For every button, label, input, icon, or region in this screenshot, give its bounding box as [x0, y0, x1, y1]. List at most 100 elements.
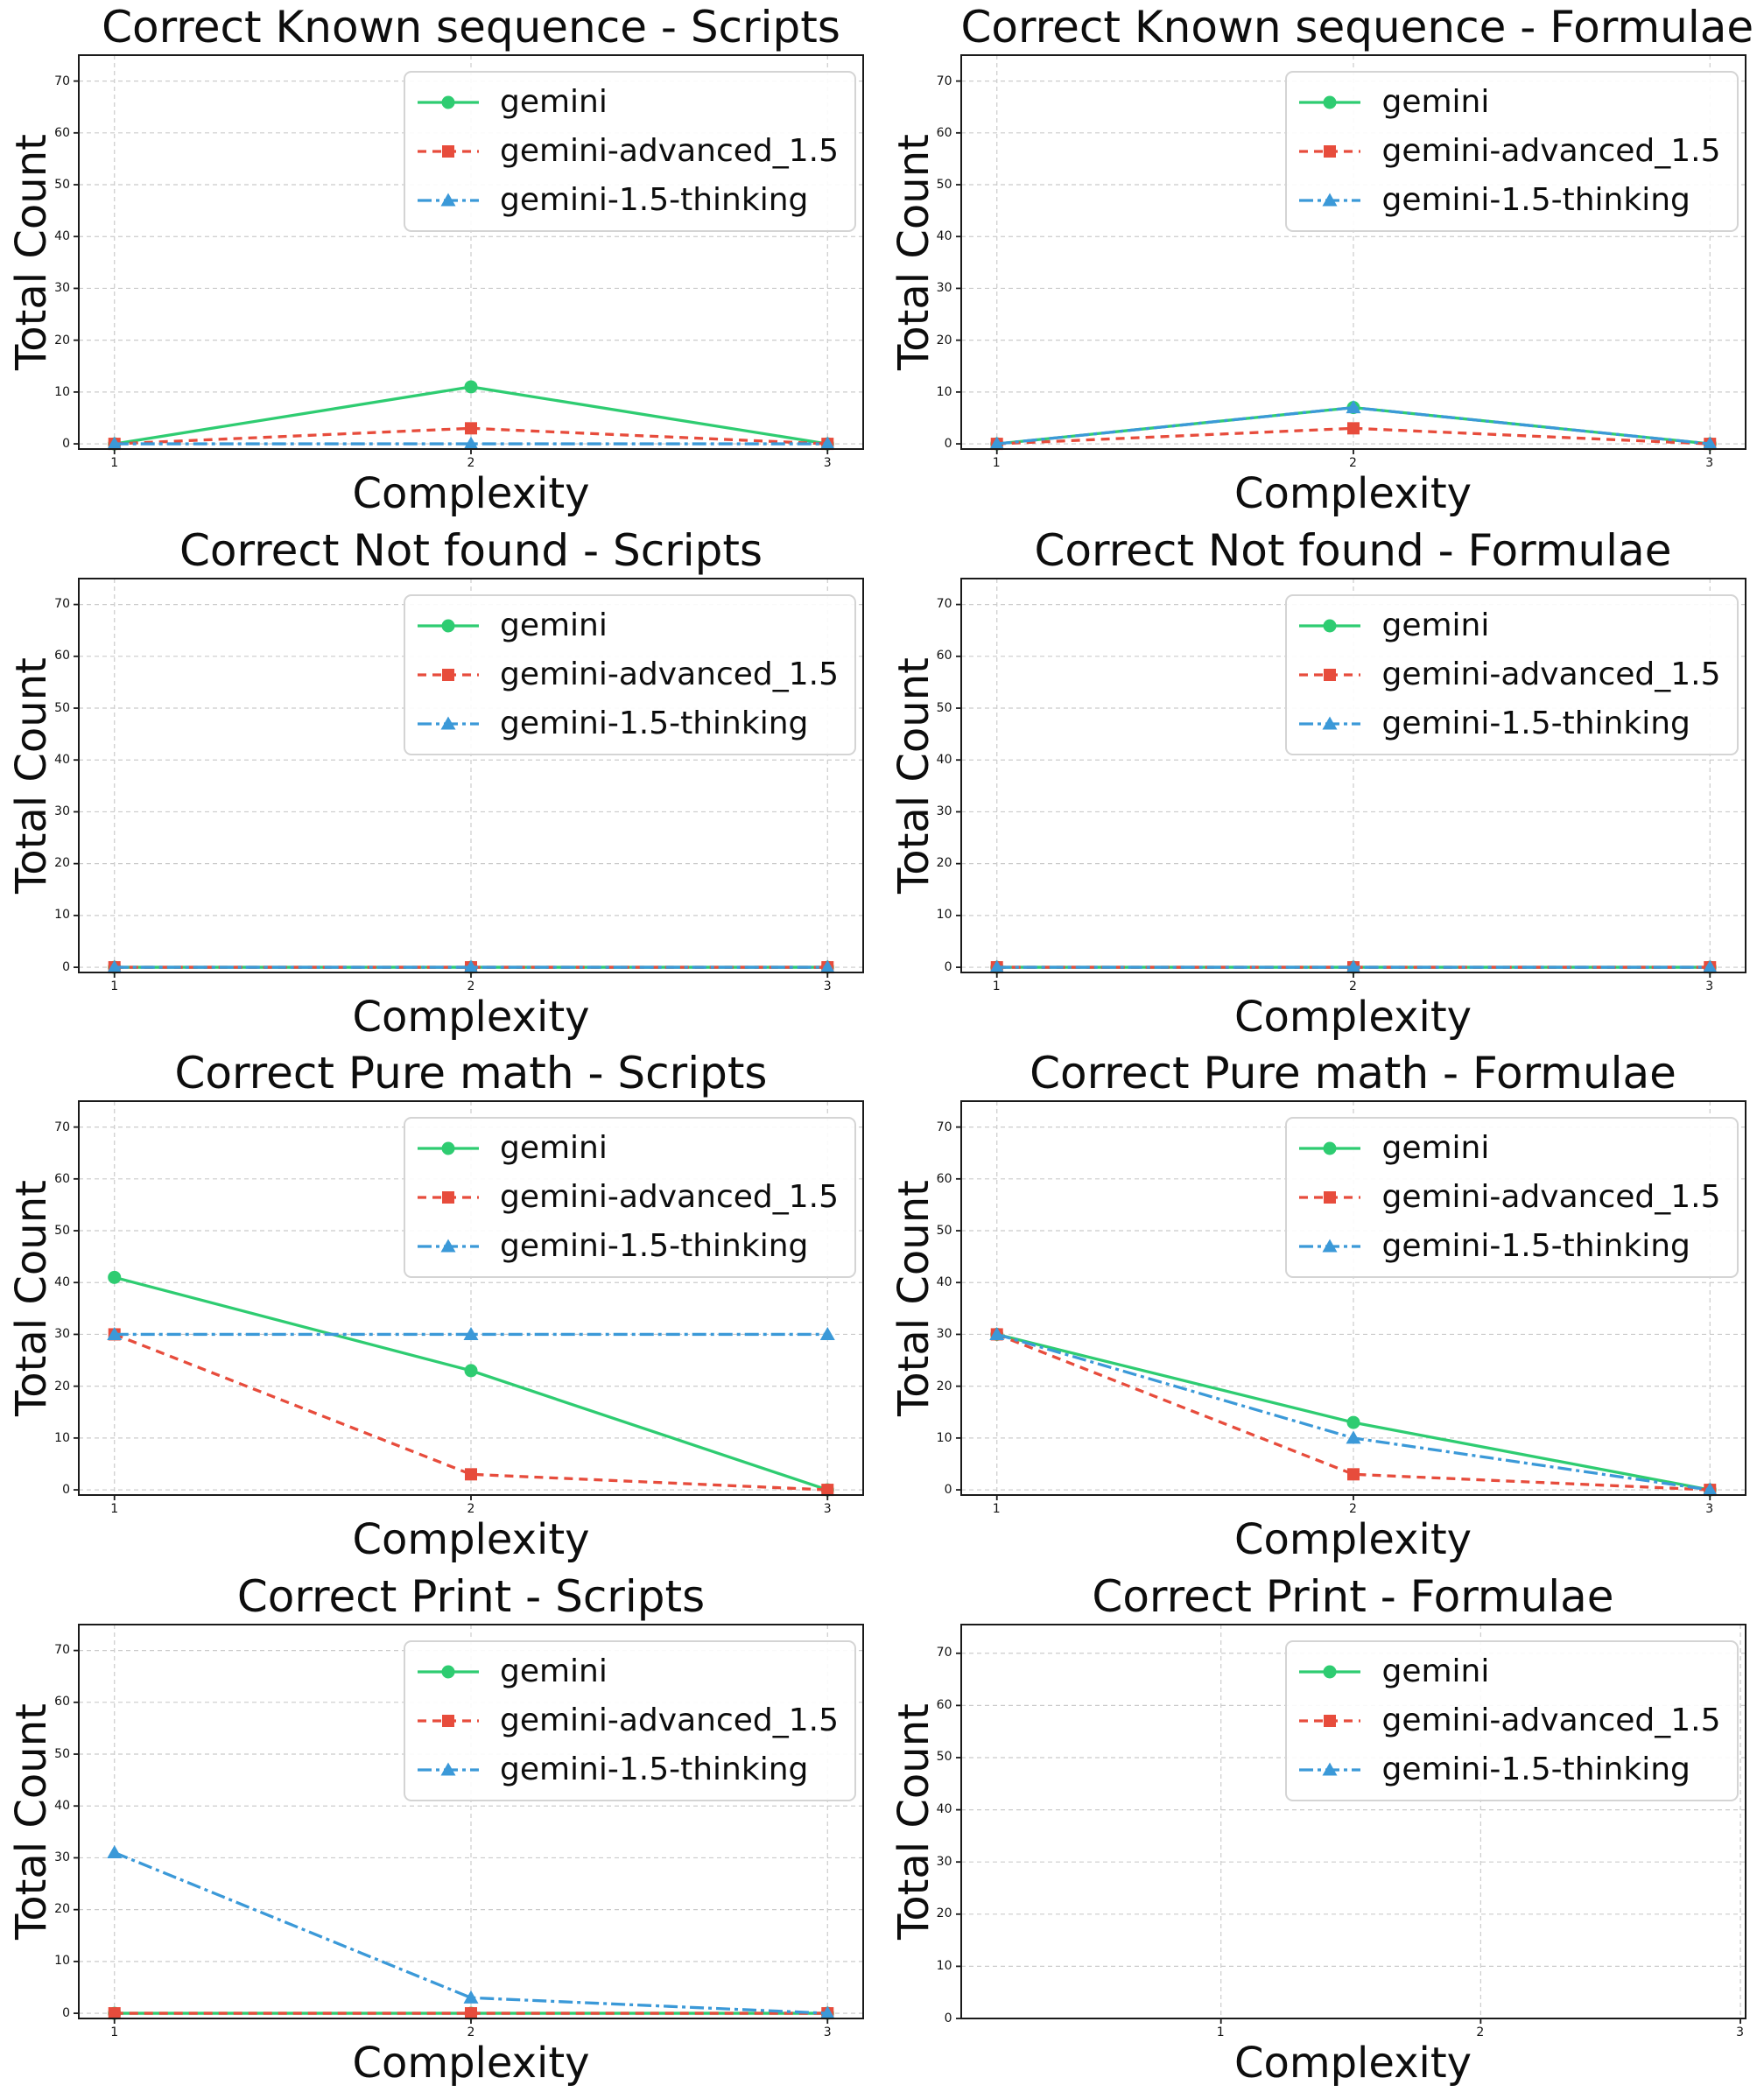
legend-label: gemini — [1381, 607, 1490, 643]
triangle-marker-icon — [1299, 193, 1361, 207]
y-tick-label: 70 — [936, 1120, 952, 1134]
legend-item-gemini: gemini — [416, 83, 839, 122]
legend-item-gemini: gemini — [1297, 1129, 1720, 1168]
x-axis-label: Complexity — [352, 992, 590, 1042]
legend-item-gemini: gemini — [1297, 607, 1720, 645]
y-tick-label: 60 — [54, 1695, 70, 1709]
x-tick-label: 2 — [1476, 2025, 1485, 2039]
legend-item-gemini-advanced_1.5: gemini-advanced_1.5 — [1297, 132, 1721, 171]
subplot: Correct Known sequence - Formulae Total … — [882, 0, 1764, 523]
square-marker-icon — [417, 145, 479, 158]
legend-item-gemini-1.5-thinking: gemini-1.5-thinking — [416, 1227, 839, 1266]
legend-label: gemini — [499, 84, 608, 120]
series-marker-gemini-1.5-thinking — [107, 1326, 123, 1340]
series-line-gemini-advanced_1.5 — [114, 1332, 828, 1492]
legend-item-gemini-1.5-thinking: gemini-1.5-thinking — [1297, 181, 1720, 220]
x-axis-label: Complexity — [1233, 2038, 1472, 2088]
circle-marker-icon — [1299, 1665, 1361, 1678]
y-tick-label: 20 — [936, 1379, 952, 1393]
y-tick-label: 30 — [54, 1850, 70, 1864]
series-marker-gemini-1.5-thinking — [107, 436, 123, 450]
y-axis-label: Total Count — [889, 1702, 938, 1940]
y-tick-label: 40 — [936, 1275, 952, 1290]
x-tick-label: 1 — [110, 1502, 119, 1516]
series-marker-gemini-advanced_1.5 — [108, 2006, 121, 2019]
x-tick-label: 3 — [1736, 2025, 1745, 2039]
legend-item-gemini-advanced_1.5: gemini-advanced_1.5 — [1297, 1178, 1721, 1217]
legend: gemini gemini-advanced_1.5 gemini-1.5-thin… — [403, 71, 856, 232]
x-tick-label: 2 — [467, 2025, 475, 2039]
legend: gemini gemini-advanced_1.5 gemini-1.5-thin… — [403, 593, 856, 755]
y-tick-label: 50 — [936, 1750, 952, 1765]
y-tick-label: 30 — [936, 1327, 952, 1342]
legend-label: gemini-advanced_1.5 — [1381, 1179, 1721, 1215]
triangle-marker-icon — [1299, 716, 1361, 729]
y-tick-label: 0 — [62, 2005, 70, 2020]
legend-label: gemini-advanced_1.5 — [1381, 133, 1721, 169]
y-tick-label: 60 — [54, 1171, 70, 1186]
x-tick-label: 3 — [1705, 979, 1714, 993]
subplot-title: Correct Not found - Scripts — [179, 524, 763, 576]
subplot-title: Correct Pure math - Scripts — [174, 1048, 768, 1099]
circle-marker-icon — [417, 1141, 479, 1155]
y-tick-label: 10 — [54, 908, 70, 923]
legend-label: gemini-advanced_1.5 — [1381, 1702, 1721, 1738]
y-tick-label: 10 — [936, 1430, 952, 1445]
series-marker-gemini-1.5-thinking — [463, 959, 479, 973]
series-marker-gemini-1.5-thinking — [1702, 436, 1718, 450]
x-tick-label: 1 — [110, 2025, 119, 2039]
y-tick-label: 50 — [54, 700, 70, 715]
legend-label: gemini-1.5-thinking — [499, 1751, 809, 1787]
legend-label: gemini-1.5-thinking — [1381, 1751, 1690, 1787]
legend-item-gemini-1.5-thinking: gemini-1.5-thinking — [416, 1751, 839, 1789]
subplot-title: Correct Not found - Formulae — [1034, 524, 1672, 576]
x-tick-label: 3 — [823, 1502, 832, 1516]
x-axis-label: Complexity — [352, 1515, 590, 1564]
series-marker-gemini-1.5-thinking — [988, 436, 1004, 450]
legend-item-gemini-1.5-thinking: gemini-1.5-thinking — [1297, 705, 1720, 743]
series-line-gemini-advanced_1.5 — [995, 1332, 1710, 1492]
triangle-marker-icon — [417, 1762, 479, 1775]
y-tick-label: 40 — [54, 752, 70, 767]
y-tick-label: 0 — [62, 959, 70, 974]
y-tick-label: 20 — [54, 1902, 70, 1917]
subplot-title: Correct Print - Formulae — [1092, 1570, 1614, 1622]
square-marker-icon — [417, 1191, 479, 1204]
y-tick-label: 60 — [936, 1171, 952, 1186]
y-tick-label: 40 — [54, 229, 70, 244]
legend-label: gemini-1.5-thinking — [499, 705, 809, 741]
y-tick-label: 0 — [62, 1483, 70, 1498]
x-tick-label: 3 — [823, 2025, 832, 2039]
legend-item-gemini: gemini — [1297, 83, 1720, 122]
legend-label: gemini — [1381, 1653, 1490, 1689]
y-tick-label: 0 — [62, 437, 70, 452]
triangle-marker-icon — [417, 1239, 479, 1253]
y-tick-label: 30 — [54, 281, 70, 296]
y-tick-label: 0 — [944, 2011, 952, 2025]
y-tick-label: 60 — [54, 125, 70, 140]
subplot: Correct Known sequence - Scripts Total C… — [0, 0, 882, 523]
triangle-marker-icon — [1299, 1239, 1361, 1253]
legend-item-gemini-1.5-thinking: gemini-1.5-thinking — [1297, 1751, 1720, 1789]
subplot: Correct Not found - Formulae Total Count… — [882, 523, 1764, 1047]
legend-item-gemini-advanced_1.5: gemini-advanced_1.5 — [1297, 656, 1721, 694]
series-marker-gemini-advanced_1.5 — [465, 2006, 477, 2019]
y-tick-label: 20 — [54, 1379, 70, 1393]
legend: gemini gemini-advanced_1.5 gemini-1.5-thin… — [1285, 593, 1739, 755]
legend-item-gemini-advanced_1.5: gemini-advanced_1.5 — [1297, 1702, 1721, 1740]
series-marker-gemini-1.5-thinking — [463, 436, 479, 450]
square-marker-icon — [1299, 668, 1361, 681]
y-tick-label: 20 — [54, 856, 70, 871]
x-tick-label: 1 — [992, 456, 1001, 470]
subplot: Correct Print - Formulae Total Count Com… — [882, 1569, 1764, 2092]
series-marker-gemini-1.5-thinking — [1346, 1430, 1360, 1444]
triangle-marker-icon — [417, 193, 479, 207]
legend-item-gemini-advanced_1.5: gemini-advanced_1.5 — [416, 1178, 839, 1217]
legend-label: gemini-1.5-thinking — [1381, 705, 1690, 741]
x-tick-label: 1 — [992, 979, 1001, 993]
x-axis-label: Complexity — [1233, 469, 1472, 518]
y-tick-label: 60 — [54, 649, 70, 663]
series-marker-gemini-1.5-thinking — [107, 1844, 123, 1858]
y-tick-label: 30 — [936, 804, 952, 818]
circle-marker-icon — [1299, 619, 1361, 632]
